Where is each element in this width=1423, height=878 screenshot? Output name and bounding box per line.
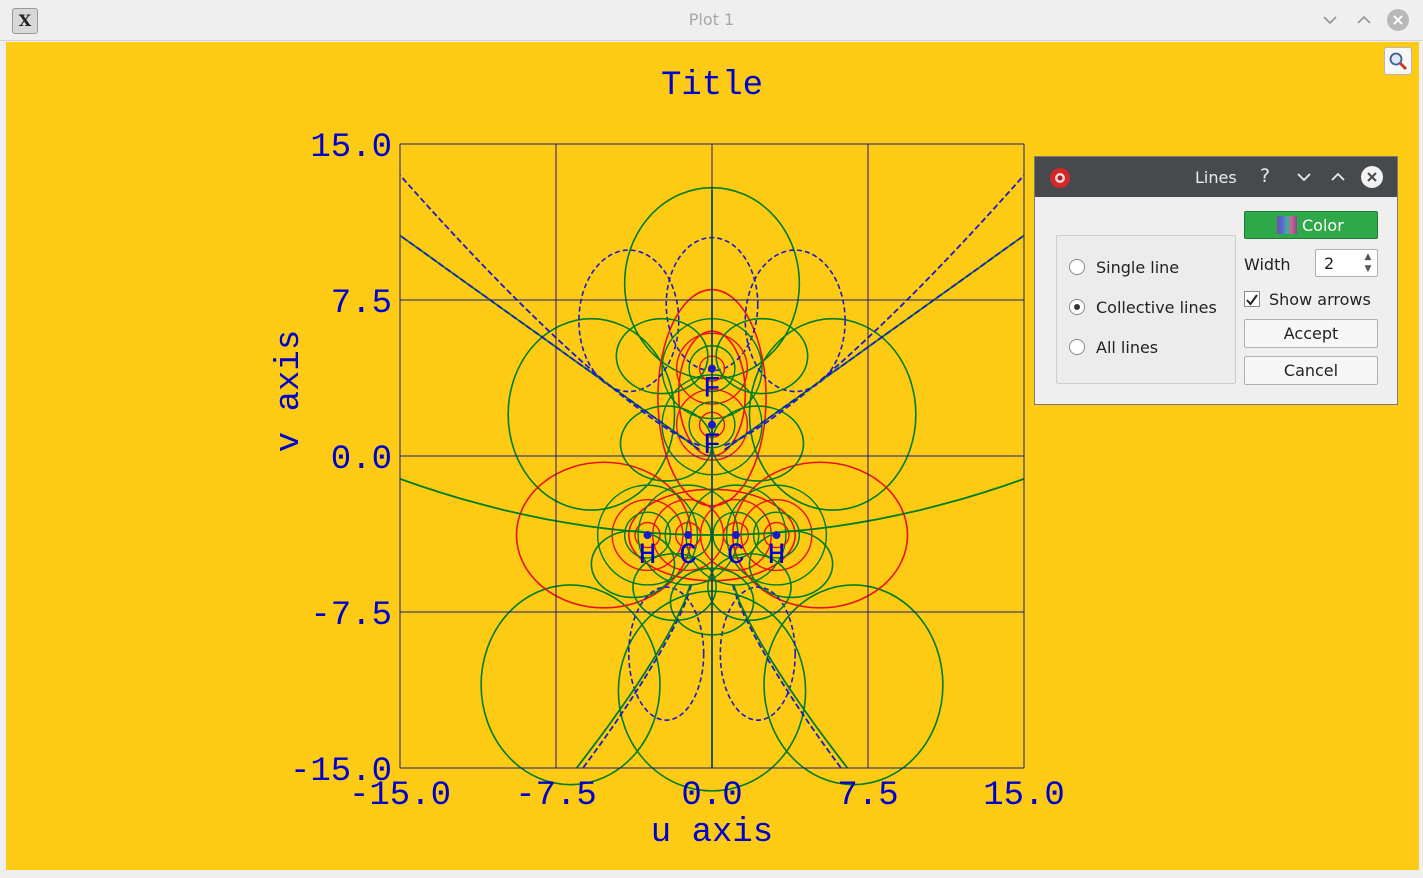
dashed-field-line [723,234,1025,451]
help-icon[interactable]: ? [1260,165,1271,187]
atom-label: H [767,539,785,573]
line-mode-group: Single line Collective lines All lines [1056,235,1236,384]
spin-down-icon[interactable]: ▼ [1364,264,1372,274]
dialog-title: Lines [1195,168,1237,187]
window-title: Plot 1 [688,10,735,29]
maximize-chevron-icon[interactable] [1352,8,1376,32]
radio-button[interactable] [1069,339,1085,355]
atom-point [643,531,652,540]
x-tick-label: -15.0 [349,777,451,815]
dashed-contour [578,249,680,393]
x-tick-label: 0.0 [681,777,742,815]
minimize-chevron-icon[interactable] [1318,8,1342,32]
y-tick-label: -15.0 [290,753,392,791]
dashed-field-line [731,584,842,769]
field-contour [763,521,790,549]
zoom-button[interactable] [1384,47,1412,75]
x-tick-label: -7.5 [515,777,597,815]
field-contour [748,317,917,511]
atom-point [684,531,693,540]
field-contour [752,511,801,559]
width-value: 2 [1324,254,1335,273]
atom-markers [643,364,781,540]
dialog-close-icon[interactable] [1359,164,1385,190]
window-bottom-border [0,870,1423,878]
dialog-maximize-icon[interactable] [1325,164,1351,190]
dialog-minimize-icon[interactable] [1291,164,1317,190]
magnifier-icon [1389,52,1408,71]
width-label: Width [1244,255,1291,274]
atom-label: C [727,539,745,573]
lines-dialog: Lines ? Single line Collective lines All… [1034,156,1398,405]
field-line [575,584,692,769]
x-tick-label: 7.5 [837,777,898,815]
width-spinbox[interactable]: 2 ▲ ▼ [1315,249,1378,277]
radio-button[interactable] [1069,259,1085,275]
atom-point [708,420,716,429]
dashed-field-line [399,174,700,447]
field-contour [623,511,672,559]
atom-label: H [639,539,657,573]
radio-label: Collective lines [1096,298,1217,317]
chart-title: Title [661,67,763,105]
field-contour [715,317,809,395]
field-contour [615,317,709,395]
field-contour [507,317,676,511]
dashed-field-line [724,174,1025,447]
dashed-contour [627,586,705,721]
window-titlebar: X Plot 1 [0,0,1423,41]
radio-label: Single line [1096,258,1180,277]
color-button[interactable]: Color [1244,211,1378,239]
dialog-titlebar[interactable]: Lines ? [1035,157,1397,197]
spin-up-icon[interactable]: ▲ [1364,252,1372,262]
dashed-contour [744,249,846,393]
dashed-field-line [399,234,701,451]
field-contour [763,584,944,786]
accept-button[interactable]: Accept [1244,319,1378,348]
show-arrows-checkbox[interactable] [1244,291,1260,307]
radio-button-checked[interactable] [1069,299,1085,315]
atom-label: F [703,373,721,407]
color-button-label: Color [1302,216,1344,235]
y-tick-label: 7.5 [331,285,392,323]
atom-point [772,531,781,540]
field-line [732,584,849,769]
dashed-field-line [582,584,693,769]
gear-app-icon [1050,168,1070,188]
radio-label: All lines [1096,338,1159,357]
close-circle-icon[interactable] [1386,8,1410,32]
y-tick-label: -7.5 [310,597,392,635]
color-palette-icon [1277,216,1297,234]
y-tick-label: 0.0 [331,441,392,479]
cancel-button[interactable]: Cancel [1244,356,1378,385]
y-tick-label: 15.0 [310,129,392,167]
y-axis-label: v axis [271,330,309,452]
atom-label: F [703,429,721,463]
x-axis-label: u axis [651,814,773,852]
field-contour [634,521,661,549]
atom-label: C [679,539,697,573]
atom-point [708,364,716,373]
atom-point [731,531,740,540]
x-app-icon: X [12,8,38,34]
field-contour [480,584,661,786]
x-tick-label: 15.0 [983,777,1065,815]
show-arrows-label: Show arrows [1269,290,1371,309]
checkmark-icon [1246,294,1258,306]
plot-grid [399,143,1025,769]
dashed-contour [719,586,797,721]
